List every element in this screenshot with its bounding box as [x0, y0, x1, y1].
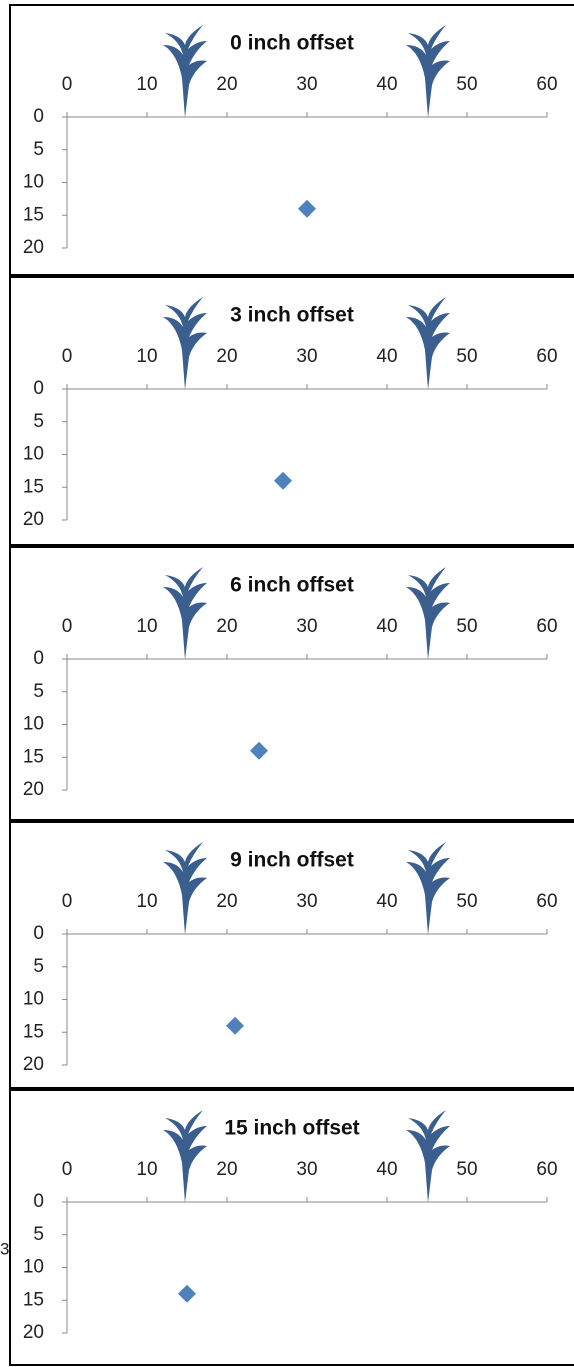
chart-title: 9 inch offset — [230, 849, 354, 872]
x-tick-label: 60 — [536, 74, 557, 95]
page: 3 0 inch offset0102030405060051015203 in… — [0, 0, 574, 1367]
y-tick-label: 0 — [33, 923, 44, 944]
y-tick-label: 15 — [23, 476, 44, 497]
y-tick-label: 0 — [33, 1191, 44, 1212]
x-tick-label: 0 — [62, 346, 73, 367]
x-tick-label: 40 — [376, 74, 397, 95]
x-tick-label: 60 — [536, 891, 557, 912]
plant-icon — [163, 25, 207, 118]
y-tick-label: 20 — [23, 1054, 44, 1075]
x-tick-label: 60 — [536, 1159, 557, 1180]
plant-icon — [406, 297, 450, 390]
x-tick-label: 0 — [62, 616, 73, 637]
stray-text: 3 — [0, 1239, 9, 1258]
chart-title: 15 inch offset — [224, 1117, 359, 1140]
x-tick-label: 30 — [296, 346, 317, 367]
chart: 0 inch offset 0 10 20 30 40 50 60 0 5 10 15 20 — [10, 5, 574, 275]
plant-icon — [163, 567, 207, 660]
chart-title: 0 inch offset — [230, 32, 354, 55]
y-tick-label: 0 — [33, 648, 44, 669]
x-tick-label: 40 — [376, 891, 397, 912]
chart: 9 inch offset 0 10 20 30 40 50 60 0 5 10 15 20 — [10, 822, 574, 1088]
x-tick-label: 0 — [62, 1159, 73, 1180]
x-tick-label: 60 — [536, 346, 557, 367]
chart-title: 3 inch offset — [230, 304, 354, 327]
x-tick-label: 40 — [376, 616, 397, 637]
x-tick-label: 20 — [216, 74, 237, 95]
x-tick-label: 10 — [136, 1159, 157, 1180]
x-tick-label: 10 — [136, 891, 157, 912]
chart-title: 6 inch offset — [230, 574, 354, 597]
chart: 3 inch offset 0 10 20 30 40 50 60 0 5 10 15 20 — [10, 277, 574, 545]
plant-icon — [163, 1110, 207, 1203]
y-tick-label: 20 — [23, 779, 44, 800]
y-tick-label: 15 — [23, 746, 44, 767]
y-tick-label: 10 — [23, 172, 44, 193]
plant-icon — [406, 567, 450, 660]
y-tick-label: 20 — [23, 509, 44, 530]
y-tick-label: 5 — [33, 956, 44, 977]
x-tick-label: 10 — [136, 346, 157, 367]
x-tick-label: 20 — [216, 616, 237, 637]
x-tick-label: 30 — [296, 1159, 317, 1180]
y-tick-label: 10 — [23, 1257, 44, 1278]
x-tick-label: 10 — [136, 616, 157, 637]
x-tick-label: 0 — [62, 74, 73, 95]
x-tick-label: 40 — [376, 1159, 397, 1180]
data-point — [298, 200, 316, 218]
x-tick-label: 20 — [216, 346, 237, 367]
y-tick-label: 10 — [23, 444, 44, 465]
x-tick-label: 0 — [62, 891, 73, 912]
plant-icon — [406, 1110, 450, 1203]
y-tick-label: 0 — [33, 378, 44, 399]
y-tick-label: 5 — [33, 681, 44, 702]
y-tick-label: 5 — [33, 411, 44, 432]
x-tick-label: 50 — [456, 891, 477, 912]
y-tick-label: 5 — [33, 1224, 44, 1245]
plant-icon — [163, 842, 207, 935]
y-tick-label: 10 — [23, 714, 44, 735]
x-tick-label: 30 — [296, 616, 317, 637]
x-tick-label: 30 — [296, 891, 317, 912]
plant-icon — [163, 297, 207, 390]
x-tick-label: 20 — [216, 891, 237, 912]
x-tick-label: 30 — [296, 74, 317, 95]
x-tick-label: 40 — [376, 346, 397, 367]
x-tick-label: 10 — [136, 74, 157, 95]
x-tick-label: 60 — [536, 616, 557, 637]
y-tick-label: 10 — [23, 989, 44, 1010]
x-tick-label: 50 — [456, 74, 477, 95]
x-tick-label: 20 — [216, 1159, 237, 1180]
y-tick-label: 20 — [23, 237, 44, 258]
data-point — [226, 1017, 244, 1035]
x-tick-label: 50 — [456, 1159, 477, 1180]
chart: 15 inch offset 0 10 20 30 40 50 60 0 5 10 15 20 — [10, 1090, 574, 1365]
y-tick-label: 5 — [33, 139, 44, 160]
y-tick-label: 15 — [23, 204, 44, 225]
y-tick-label: 15 — [23, 1021, 44, 1042]
data-point — [250, 742, 268, 760]
chart: 6 inch offset 0 10 20 30 40 50 60 0 5 10 15 20 — [10, 547, 574, 820]
x-tick-label: 50 — [456, 346, 477, 367]
data-point — [178, 1285, 196, 1303]
plant-icon — [406, 842, 450, 935]
y-tick-label: 0 — [33, 106, 44, 127]
y-tick-label: 15 — [23, 1289, 44, 1310]
plant-icon — [406, 25, 450, 118]
y-tick-label: 20 — [23, 1322, 44, 1343]
data-point — [274, 472, 292, 490]
x-tick-label: 50 — [456, 616, 477, 637]
